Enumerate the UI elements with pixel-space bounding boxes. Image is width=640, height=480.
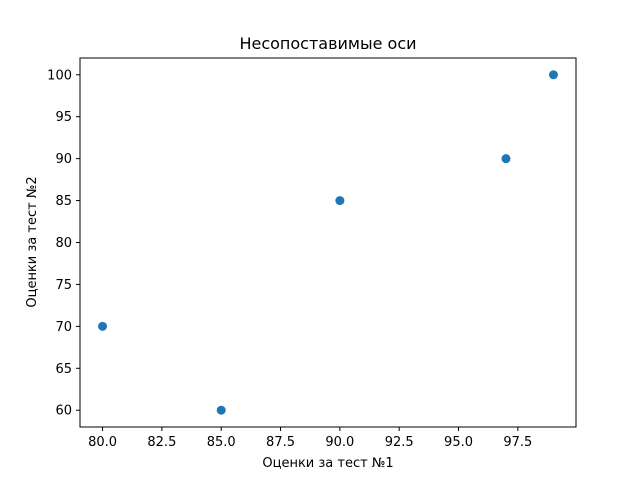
x-tick-label: 85.0: [207, 435, 236, 450]
x-tick-label: 80.0: [88, 435, 117, 450]
data-point: [98, 321, 108, 331]
x-tick-label: 82.5: [147, 435, 176, 450]
y-tick-label: 90: [55, 152, 72, 167]
y-tick-label: 60: [55, 404, 72, 419]
x-tick-label: 97.5: [503, 435, 532, 450]
y-axis: 60 65 70 75 80 85 90 95 100: [47, 68, 80, 419]
data-point: [501, 154, 511, 164]
x-axis-label: Оценки за тест №1: [262, 456, 393, 471]
y-tick-label: 85: [55, 194, 72, 209]
x-axis: 80.0 82.5 85.0 87.5 90.0 92.5 95.0 97.5: [88, 427, 532, 450]
chart-title: Несопоставимые оси: [239, 34, 416, 53]
y-tick-label: 80: [55, 236, 72, 251]
plot-area: [98, 70, 558, 415]
y-tick-label: 65: [55, 362, 72, 377]
y-axis-label: Оценки за тест №2: [25, 176, 40, 307]
data-point: [216, 405, 226, 415]
y-tick-label: 95: [55, 110, 72, 125]
x-tick-label: 92.5: [385, 435, 414, 450]
data-point: [335, 196, 345, 206]
y-tick-label: 70: [55, 320, 72, 335]
data-point: [548, 70, 558, 80]
y-tick-label: 75: [55, 278, 72, 293]
x-tick-label: 90.0: [325, 435, 354, 450]
x-tick-label: 87.5: [266, 435, 295, 450]
x-tick-label: 95.0: [444, 435, 473, 450]
y-tick-label: 100: [47, 68, 72, 83]
